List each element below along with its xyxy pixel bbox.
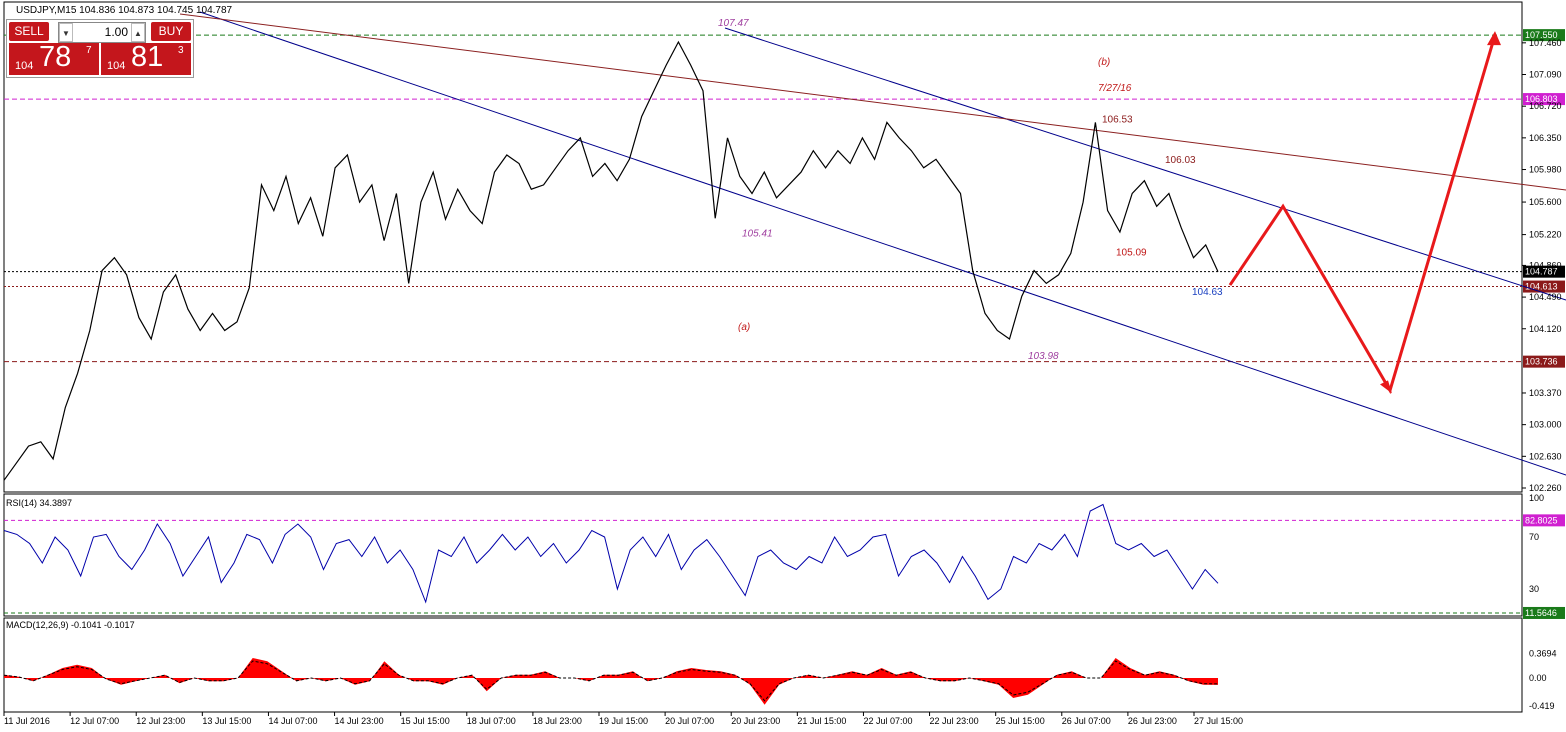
time-axis: 11 Jul 2016 12 Jul 07:00 12 Jul 23:00 13 Ju… — [3, 712, 1243, 726]
time-tick-label: 13 Jul 15:00 — [202, 716, 251, 726]
time-tick-label: 15 Jul 15:00 — [401, 716, 450, 726]
price-tick-label: 104.860 — [1529, 260, 1562, 270]
rsi-line — [3, 503, 1219, 604]
level-badge — [1523, 265, 1565, 278]
time-tick-label: 20 Jul 23:00 — [731, 716, 780, 726]
level-badge — [1523, 93, 1565, 106]
projection-arrowhead-down — [1380, 380, 1392, 394]
price-tick-label: 105.220 — [1529, 230, 1562, 240]
annotation-label: 107.47 — [718, 18, 749, 29]
annotation-label: 104.63 — [1192, 287, 1223, 298]
macd-panel: 0.3694 0.00 -0.419 — [3, 648, 1557, 711]
price-levels: 107.550 106.803 104.787 104.613 103.736 — [4, 29, 1565, 368]
sell-price[interactable]: 104 78 7 — [9, 41, 99, 75]
annotation-label: (a) — [738, 322, 750, 333]
time-tick-label: 26 Jul 07:00 — [1062, 716, 1111, 726]
price-axis: 107.460 107.090 106.720 106.350 105.980 105.6… — [1522, 38, 1562, 493]
time-tick-label: 14 Jul 07:00 — [268, 716, 317, 726]
rsi-title: RSI(14) 34.3897 — [6, 498, 72, 508]
lot-size-field[interactable]: ▼ 1.00 ▲ — [58, 22, 146, 43]
chevron-down-icon[interactable]: ▼ — [59, 23, 73, 42]
price-tick-label: 103.370 — [1529, 388, 1562, 398]
wave-annotations: 107.47 105.41 103.98 (b) 7/27/16 106.53 106.03… — [718, 18, 1223, 362]
price-tick-label: 104.490 — [1529, 292, 1562, 302]
annotation-label: 105.41 — [742, 228, 773, 239]
annotation-label: 7/27/16 — [1098, 83, 1132, 94]
time-tick-label: 11 Jul 2016 — [4, 716, 50, 726]
level-label: 106.803 — [1525, 94, 1558, 104]
channel-upper-line — [724, 27, 1566, 301]
main-panel-border — [3, 1, 1523, 493]
annotation-label: 106.03 — [1165, 155, 1196, 166]
time-tick-label: 22 Jul 07:00 — [863, 716, 912, 726]
macd-tick-label: 0.00 — [1529, 673, 1547, 683]
rsi-panel: 82.8025 11.5646 100 70 30 — [3, 493, 1565, 619]
sell-button[interactable]: SELL — [9, 22, 49, 41]
time-tick-label: 25 Jul 15:00 — [996, 716, 1045, 726]
long-trend-line — [179, 13, 1566, 191]
annotation-label: 106.53 — [1102, 114, 1133, 125]
level-label: 104.613 — [1525, 282, 1558, 292]
time-tick-label: 14 Jul 23:00 — [335, 716, 384, 726]
symbol-title: USDJPY,M15 104.836 104.873 104.745 104.7… — [16, 5, 233, 16]
rsi-tick-label: 100 — [1529, 493, 1544, 503]
macd-area — [4, 658, 1218, 705]
time-tick-label: 18 Jul 07:00 — [467, 716, 516, 726]
trend-lines — [179, 11, 1566, 476]
macd-tick-label: 0.3694 — [1529, 648, 1557, 658]
level-badge — [1523, 355, 1565, 368]
level-badge — [1523, 29, 1565, 42]
time-tick-label: 19 Jul 15:00 — [599, 716, 648, 726]
buy-price[interactable]: 104 81 3 — [101, 41, 191, 75]
annotation-label: (b) — [1098, 57, 1110, 68]
price-tick-label: 106.720 — [1529, 101, 1562, 111]
macd-tick-label: -0.419 — [1529, 701, 1555, 711]
rsi-level-badge — [1523, 606, 1565, 619]
projection-arrow — [1228, 31, 1501, 395]
rsi-level-label: 82.8025 — [1525, 515, 1558, 525]
price-tick-label: 103.000 — [1529, 420, 1562, 430]
projection-arrowhead — [1487, 31, 1501, 46]
rsi-panel-border — [3, 493, 1523, 617]
price-tick-label: 104.120 — [1529, 324, 1562, 334]
price-tick-label: 105.980 — [1529, 165, 1562, 175]
one-click-trading-panel: SELL ▼ 1.00 ▲ BUY 104 78 7 104 81 3 — [6, 19, 194, 78]
price-tick-label: 106.350 — [1529, 133, 1562, 143]
time-tick-label: 12 Jul 07:00 — [70, 716, 119, 726]
lot-size-value[interactable]: 1.00 — [104, 25, 128, 39]
time-tick-label: 12 Jul 23:00 — [136, 716, 185, 726]
level-label: 107.550 — [1525, 30, 1558, 40]
price-tick-label: 105.600 — [1529, 197, 1562, 207]
macd-signal-line — [3, 660, 1219, 702]
price-tick-label: 102.630 — [1529, 451, 1562, 461]
chevron-up-icon[interactable]: ▲ — [131, 23, 145, 42]
level-label: 104.787 — [1525, 267, 1558, 277]
time-tick-label: 20 Jul 07:00 — [665, 716, 714, 726]
time-tick-label: 21 Jul 15:00 — [797, 716, 846, 726]
rsi-tick-label: 70 — [1529, 532, 1539, 542]
price-line — [3, 40, 1219, 481]
channel-lower-line — [199, 11, 1566, 476]
time-tick-label: 27 Jul 15:00 — [1194, 716, 1243, 726]
buy-button[interactable]: BUY — [151, 22, 191, 41]
annotation-label: 105.09 — [1116, 248, 1147, 259]
price-tick-label: 102.260 — [1529, 483, 1562, 493]
grid — [3, 1, 1523, 713]
time-tick-label: 22 Jul 23:00 — [930, 716, 979, 726]
rsi-tick-label: 30 — [1529, 584, 1539, 594]
rsi-level-label: 11.5646 — [1525, 608, 1557, 618]
annotation-label: 103.98 — [1028, 351, 1059, 362]
price-tick-label: 107.090 — [1529, 70, 1562, 80]
projection-path — [1228, 34, 1497, 395]
price-tick-label: 107.460 — [1529, 38, 1562, 48]
price-series — [3, 40, 1219, 481]
time-tick-label: 26 Jul 23:00 — [1128, 716, 1177, 726]
rsi-level-badge — [1523, 514, 1565, 527]
time-tick-label: 18 Jul 23:00 — [533, 716, 582, 726]
macd-title: MACD(12,26,9) -0.1041 -0.1017 — [6, 620, 135, 630]
level-label: 103.736 — [1525, 357, 1558, 367]
macd-panel-border — [3, 617, 1523, 713]
